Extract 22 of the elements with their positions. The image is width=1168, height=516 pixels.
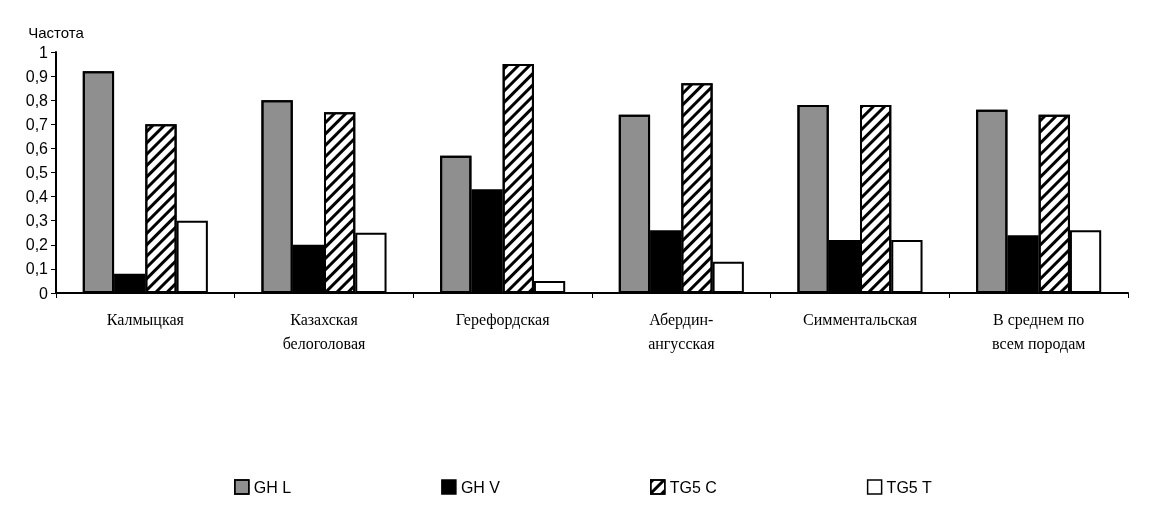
y-tick-label: 0 bbox=[39, 284, 49, 302]
y-axis-title: Частота bbox=[28, 24, 85, 41]
x-tick-label: Симментальская bbox=[803, 310, 918, 328]
legend-label: GH L bbox=[253, 478, 292, 496]
y-tick-label: 0,8 bbox=[25, 91, 49, 109]
y-tick-label: 1 bbox=[39, 43, 49, 61]
y-tick-label: 0,5 bbox=[25, 164, 49, 181]
legend-label: TG5 T bbox=[886, 478, 932, 496]
x-tick-label: Калмыцкая bbox=[106, 310, 185, 329]
x-tick-label: Казахская белоголовая bbox=[282, 310, 367, 352]
y-tick-label: 0,2 bbox=[25, 236, 49, 254]
y-tick-label: 0,1 bbox=[25, 260, 49, 278]
legend-label: GH V bbox=[460, 478, 501, 496]
x-tick-label: Абердин-ангусская bbox=[648, 310, 716, 353]
legend-label: TG5 C bbox=[669, 478, 717, 496]
y-tick-label: 0,6 bbox=[25, 139, 49, 157]
y-tick-label: 0,9 bbox=[25, 67, 49, 85]
x-tick-label: Герефордская bbox=[455, 310, 551, 329]
y-tick-label: 0,7 bbox=[25, 115, 49, 133]
x-tick-label: В среднем по всем породам bbox=[991, 310, 1086, 353]
y-tick-label: 0,3 bbox=[25, 212, 49, 230]
y-tick-label: 0,4 bbox=[25, 188, 49, 206]
